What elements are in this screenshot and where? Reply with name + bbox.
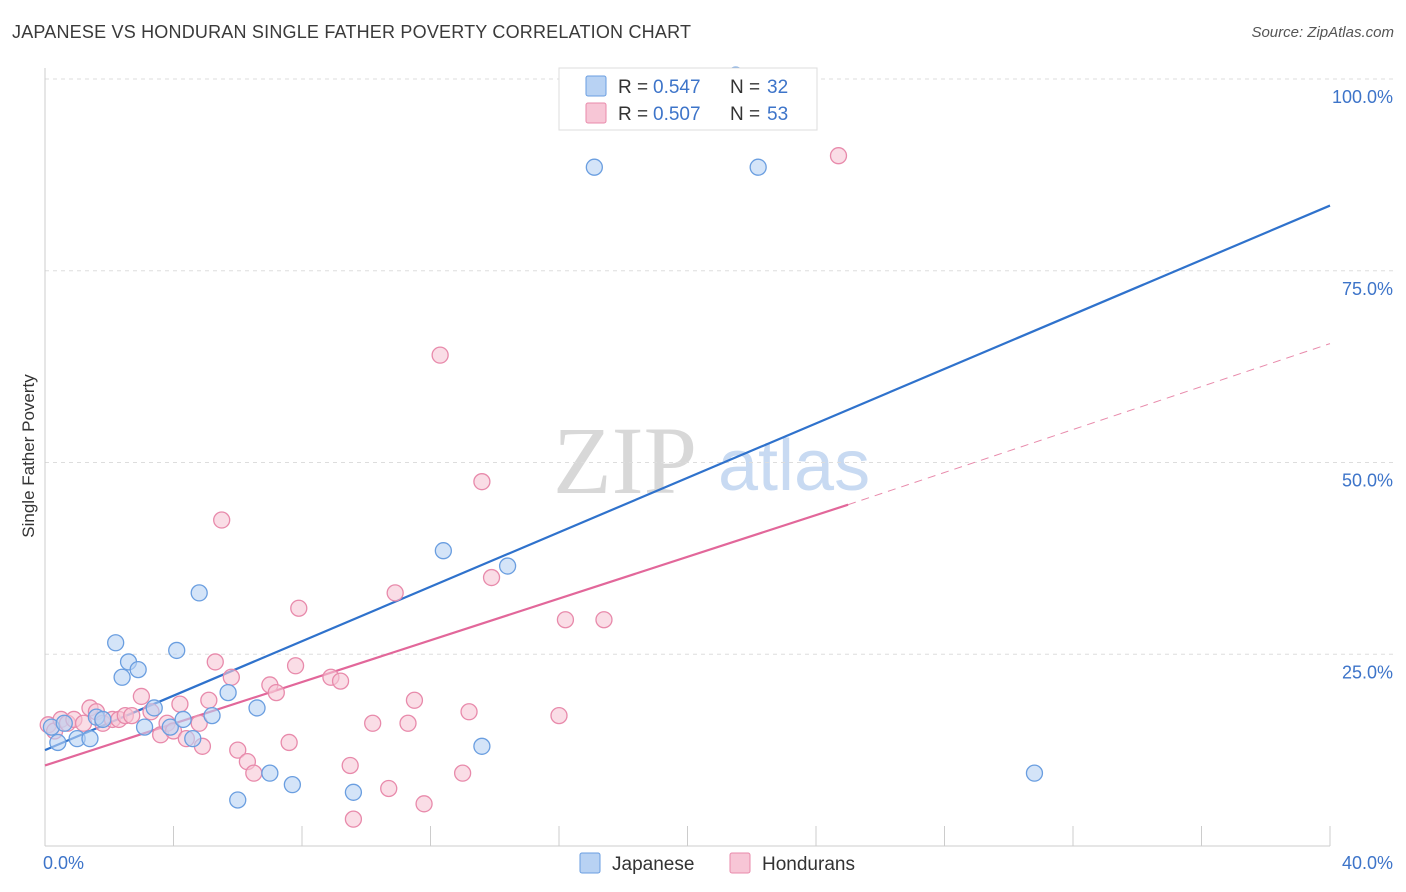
japanese-point [168,641,186,660]
japanese-point [344,783,363,801]
bottom-legend-hondurans: Hondurans [762,854,855,875]
hondurans-point [341,756,359,775]
hondurans-trend-extension [847,343,1331,506]
x-tick-label-max: 40.0% [1342,853,1393,873]
watermark-zip: ZIP [553,407,697,514]
japanese-point [107,634,125,652]
hondurans-point [556,611,575,629]
hondurans-point [280,733,298,752]
hondurans-point [286,657,305,675]
y-tick-labels: 25.0% 50.0% 75.0% 100.0% [1332,87,1393,682]
hondurans-point [380,779,398,798]
hondurans-point [245,764,263,782]
japanese-point [174,710,192,729]
legend-japanese-r-label: R = [618,77,648,98]
japanese-point [473,737,491,755]
japanese-point [283,775,302,794]
y-tick-label: 100.0% [1332,87,1393,107]
hondurans-point [482,568,501,587]
legend-box: R = 0.547 N = 32 R = 0.507 N = 53 [558,67,818,131]
hondurans-point [132,687,151,706]
legend-hondurans-n-value: 53 [767,104,788,125]
japanese-point [498,557,517,575]
japanese-point [113,668,131,686]
japanese-point [161,718,179,736]
japanese-point [49,733,67,752]
legend-hondurans-r-label: R = [618,104,648,125]
japanese-point [135,718,154,736]
hondurans-point [473,473,491,491]
hondurans-point [386,584,404,602]
legend-japanese-n-value: 32 [767,77,788,98]
hondurans-point [344,810,363,828]
japanese-point [184,729,202,748]
watermark: ZIP atlas [553,407,870,514]
hondurans-point [550,706,568,725]
data-points [39,66,1044,828]
japanese-point [749,158,767,176]
hondurans-point [290,599,308,617]
chart-title: JAPANESE VS HONDURAN SINGLE FATHER POVER… [12,22,692,42]
bottom-legend-swatch-japanese [579,852,601,874]
japanese-point [1025,764,1044,782]
japanese-point [248,699,266,717]
japanese-point [434,542,453,560]
bottom-legend-japanese: Japanese [612,854,694,875]
hondurans-point [364,714,382,732]
hondurans-point [190,714,208,732]
hondurans-point [213,511,231,529]
hondurans-point [222,668,240,686]
legend-hondurans-n-label: N = [730,104,760,125]
hondurans-point [267,683,285,702]
japanese-point [145,699,163,717]
x-ticks [44,826,1331,846]
hondurans-point [229,741,247,759]
japanese-point [585,158,603,176]
y-tick-label: 50.0% [1342,471,1393,491]
japanese-point [229,791,247,809]
legend-japanese-n-label: N = [730,77,760,98]
bottom-legend: Japanese Hondurans [579,852,855,875]
hondurans-point [123,706,141,725]
hondurans-point [405,691,424,709]
y-axis-label: Single Father Poverty [19,374,38,538]
japanese-point [261,764,279,782]
japanese-trend-line [44,204,1331,752]
hondurans-point [206,653,224,671]
hondurans-point [453,764,472,782]
legend-hondurans-r-value: 0.507 [653,104,701,125]
hondurans-point [200,691,218,709]
legend-swatch-japanese [585,75,607,97]
japanese-point [129,660,147,679]
japanese-point [55,714,73,732]
hondurans-point [415,795,433,813]
watermark-atlas: atlas [718,426,870,506]
grid-lines [45,78,1393,655]
legend-japanese-r-value: 0.547 [653,77,701,98]
japanese-point [94,710,112,729]
hondurans-point [460,703,478,721]
x-tick-label-min: 0.0% [43,853,84,873]
hondurans-point [171,695,189,713]
y-tick-label: 75.0% [1342,279,1393,299]
japanese-point [190,584,208,602]
source-label: Source: ZipAtlas.com [1251,24,1394,41]
bottom-legend-swatch-hondurans [729,852,751,874]
hondurans-point [431,346,449,364]
japanese-point [203,706,221,725]
hondurans-point [829,147,848,165]
japanese-point [81,729,99,748]
legend-swatch-hondurans [585,102,607,124]
hondurans-point [331,672,350,690]
hondurans-point [399,714,417,732]
y-tick-label: 25.0% [1342,662,1393,682]
hondurans-point [595,611,613,629]
japanese-point [219,683,237,702]
